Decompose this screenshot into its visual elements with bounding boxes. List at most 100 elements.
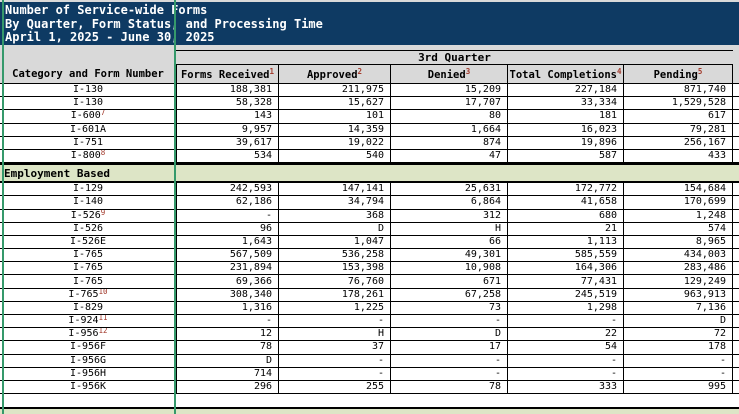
cell-forms-received[interactable]: 39,617: [176, 136, 278, 149]
cell-pending[interactable]: 574: [623, 222, 733, 235]
cell-form-number[interactable]: I-924 11: [68, 315, 108, 327]
cell-forms-received[interactable]: 534: [176, 149, 278, 163]
cell-pending[interactable]: 433: [623, 149, 733, 163]
quarter-group-header[interactable]: 3rd Quarter: [176, 50, 733, 64]
cell-form-number[interactable]: I-765: [72, 249, 104, 261]
cell-denied[interactable]: 49,301: [390, 249, 507, 262]
cell-denied[interactable]: 6,864: [390, 196, 507, 209]
cell-denied[interactable]: 67,258: [390, 288, 507, 301]
cell-form-number[interactable]: I-140: [72, 196, 104, 208]
cell-denied[interactable]: D: [390, 328, 507, 341]
cell-form-number[interactable]: I-765: [72, 275, 104, 287]
cell-pending[interactable]: 1,248: [623, 209, 733, 222]
cell-form-number[interactable]: I-765 10: [68, 288, 108, 300]
cell-forms-received[interactable]: D: [176, 354, 278, 367]
cell-approved[interactable]: D: [278, 222, 390, 235]
cell-forms-received[interactable]: 1,316: [176, 301, 278, 314]
cell-denied[interactable]: -: [390, 367, 507, 380]
cell-denied[interactable]: 15,209: [390, 84, 507, 97]
cell-denied[interactable]: 66: [390, 235, 507, 249]
cell-pending[interactable]: 256,167: [623, 136, 733, 149]
cell-total-completions[interactable]: 587: [507, 149, 623, 163]
cell-pending[interactable]: 178: [623, 341, 733, 354]
cell-pending[interactable]: 8,965: [623, 235, 733, 249]
cell-approved[interactable]: 19,022: [278, 136, 390, 149]
cell-forms-received[interactable]: 567,509: [176, 249, 278, 262]
cell-approved[interactable]: 37: [278, 341, 390, 354]
section-header-employment-based[interactable]: Employment Based: [0, 163, 739, 184]
cell-form-number[interactable]: I-956G: [69, 354, 107, 366]
cell-pending[interactable]: 170,699: [623, 196, 733, 209]
cell-total-completions[interactable]: 22: [507, 328, 623, 341]
cell-form-number[interactable]: I-956H: [69, 367, 107, 379]
cell-form-number[interactable]: I-130: [72, 97, 104, 109]
cell-form-number[interactable]: I-765: [72, 262, 104, 274]
cell-approved[interactable]: 540: [278, 149, 390, 163]
cell-denied[interactable]: 80: [390, 110, 507, 123]
cell-denied[interactable]: 47: [390, 149, 507, 163]
cell-total-completions[interactable]: 16,023: [507, 123, 623, 136]
cell-total-completions[interactable]: 77,431: [507, 275, 623, 288]
cell-forms-received[interactable]: 308,340: [176, 288, 278, 301]
cell-total-completions[interactable]: 21: [507, 222, 623, 235]
cell-pending[interactable]: 72: [623, 328, 733, 341]
cell-form-number[interactable]: I-956F: [69, 341, 107, 353]
cell-approved[interactable]: 255: [278, 380, 390, 394]
cell-form-number[interactable]: I-526E: [69, 235, 107, 247]
cell-form-number[interactable]: I-601A: [69, 123, 107, 135]
column-header-total-completions[interactable]: Total Completions 4: [507, 65, 623, 84]
cell-approved[interactable]: 34,794: [278, 196, 390, 209]
cell-total-completions[interactable]: -: [507, 354, 623, 367]
cell-approved[interactable]: 1,047: [278, 235, 390, 249]
cell-form-number[interactable]: I-129: [72, 183, 104, 195]
cell-pending[interactable]: 7,136: [623, 301, 733, 314]
cell-denied[interactable]: 25,631: [390, 183, 507, 196]
cell-forms-received[interactable]: 69,366: [176, 275, 278, 288]
cell-denied[interactable]: 874: [390, 136, 507, 149]
cell-total-completions[interactable]: 680: [507, 209, 623, 222]
cell-denied[interactable]: 10,908: [390, 262, 507, 275]
cell-forms-received[interactable]: 96: [176, 222, 278, 235]
cell-approved[interactable]: 14,359: [278, 123, 390, 136]
cell-pending[interactable]: 963,913: [623, 288, 733, 301]
cell-approved[interactable]: 211,975: [278, 84, 390, 97]
cell-forms-received[interactable]: 714: [176, 367, 278, 380]
cell-forms-received[interactable]: 62,186: [176, 196, 278, 209]
cell-forms-received[interactable]: -: [176, 209, 278, 222]
cell-forms-received[interactable]: 231,894: [176, 262, 278, 275]
cell-pending[interactable]: -: [623, 354, 733, 367]
cell-total-completions[interactable]: 33,334: [507, 97, 623, 110]
cell-form-number[interactable]: I-829: [72, 301, 104, 313]
cell-denied[interactable]: 17: [390, 341, 507, 354]
cell-pending[interactable]: 995: [623, 380, 733, 394]
cell-form-number[interactable]: I-526: [72, 222, 104, 234]
cell-pending[interactable]: 617: [623, 110, 733, 123]
cell-total-completions[interactable]: 172,772: [507, 183, 623, 196]
cell-pending[interactable]: 871,740: [623, 84, 733, 97]
cell-pending[interactable]: 1,529,528: [623, 97, 733, 110]
cell-forms-received[interactable]: 9,957: [176, 123, 278, 136]
cell-pending[interactable]: -: [623, 367, 733, 380]
cell-total-completions[interactable]: 585,559: [507, 249, 623, 262]
column-header-denied[interactable]: Denied 3: [390, 65, 507, 84]
cell-denied[interactable]: 17,707: [390, 97, 507, 110]
cell-approved[interactable]: 153,398: [278, 262, 390, 275]
cell-approved[interactable]: H: [278, 328, 390, 341]
cell-approved[interactable]: 368: [278, 209, 390, 222]
cell-total-completions[interactable]: 41,658: [507, 196, 623, 209]
cell-forms-received[interactable]: 78: [176, 341, 278, 354]
cell-form-number[interactable]: I-600 7: [70, 110, 106, 122]
cell-forms-received[interactable]: 1,643: [176, 235, 278, 249]
cell-denied[interactable]: 73: [390, 301, 507, 314]
column-header-approved[interactable]: Approved 2: [278, 65, 390, 84]
cell-approved[interactable]: 147,141: [278, 183, 390, 196]
cell-pending[interactable]: 154,684: [623, 183, 733, 196]
cell-form-number[interactable]: I-130: [72, 84, 104, 96]
column-header-pending[interactable]: Pending 5: [623, 65, 733, 84]
cell-denied[interactable]: H: [390, 222, 507, 235]
cell-approved[interactable]: 536,258: [278, 249, 390, 262]
cell-form-number[interactable]: I-956 12: [68, 328, 108, 340]
cell-denied[interactable]: -: [390, 315, 507, 328]
cell-total-completions[interactable]: 181: [507, 110, 623, 123]
column-header-category[interactable]: Category and Form Number: [12, 68, 164, 80]
